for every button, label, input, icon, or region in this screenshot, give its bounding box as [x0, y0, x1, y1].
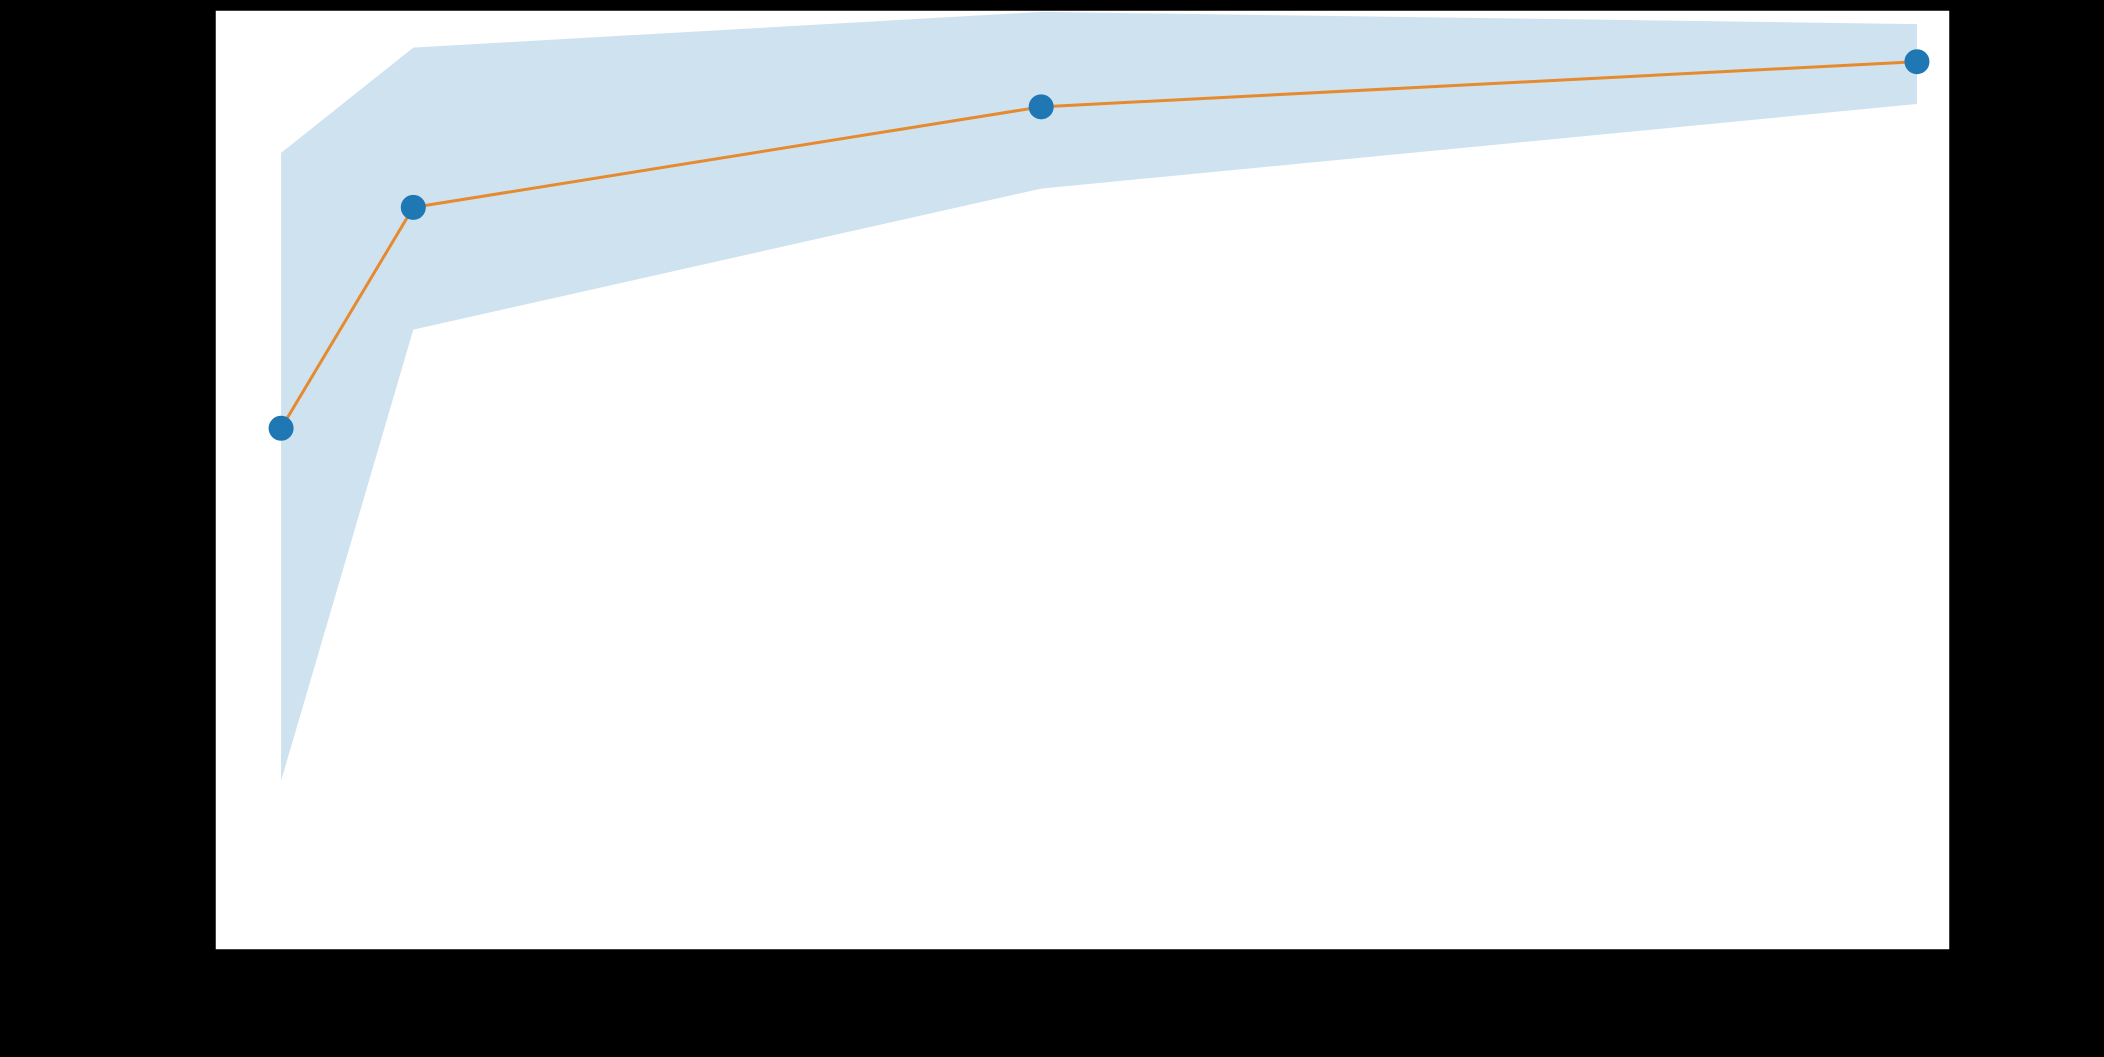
- data-point: [1905, 50, 1929, 74]
- line-chart: [0, 0, 2104, 1057]
- chart-container: [0, 0, 2104, 1057]
- data-point: [1029, 95, 1053, 119]
- data-point: [401, 195, 425, 219]
- data-point: [269, 416, 293, 440]
